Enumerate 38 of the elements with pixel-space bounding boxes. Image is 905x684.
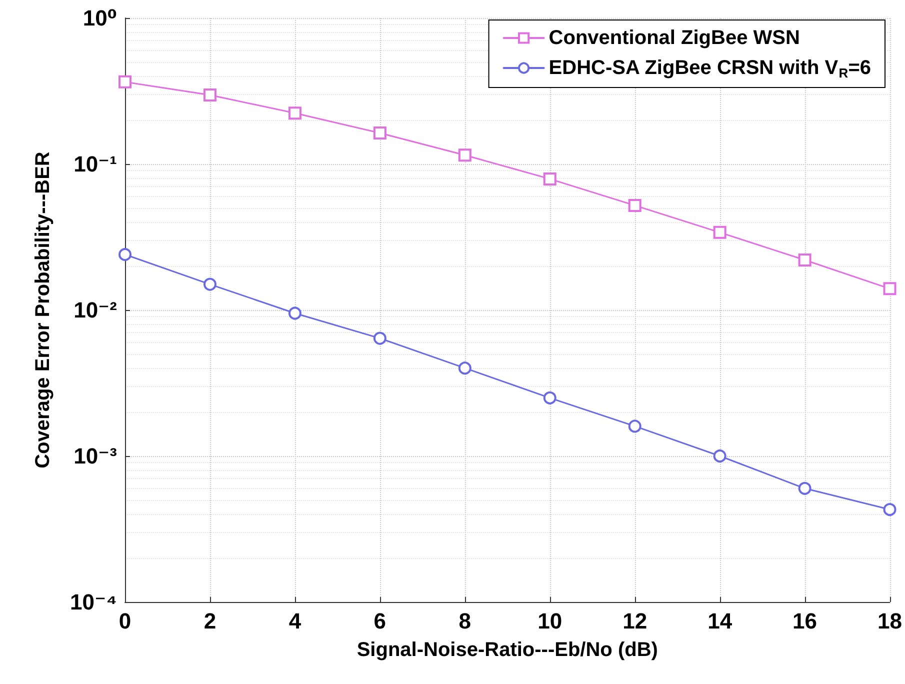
point: [628, 198, 642, 212]
point: [713, 450, 726, 462]
x-tick-label: 18: [878, 608, 902, 634]
point: [883, 503, 896, 516]
point: [118, 75, 132, 88]
point: [203, 88, 216, 102]
x-tick-label: 4: [288, 608, 302, 634]
x-tick-label: 2: [204, 608, 216, 634]
y-tick-label: 10⁰: [82, 6, 117, 30]
point: [543, 391, 556, 404]
point: [458, 362, 472, 375]
point: [628, 420, 642, 433]
point: [713, 226, 726, 239]
legend-label: Conventional ZigBee WSN: [548, 27, 800, 49]
x-tick-label: 0: [118, 608, 132, 634]
x-tick-label: 12: [622, 608, 648, 634]
x-tick-label: 14: [708, 608, 733, 634]
y-tick-label: 10⁻⁴: [70, 590, 117, 614]
point: [798, 482, 812, 495]
point: [288, 106, 302, 120]
y-axis-title: Coverage Error Probability---BER: [32, 151, 54, 468]
y-tick-label: 10⁻¹: [74, 152, 117, 176]
point: [288, 306, 302, 320]
point: [203, 278, 216, 291]
point: [458, 148, 472, 162]
point: [373, 332, 386, 345]
x-tick-label: 16: [792, 608, 818, 634]
point: [883, 282, 896, 296]
y-tick-label: 10⁻²: [74, 298, 117, 322]
point: [118, 248, 132, 261]
point: [798, 254, 812, 267]
point: [373, 126, 386, 140]
y-tick-label: 10⁻³: [74, 444, 117, 468]
x-tick-label: 8: [458, 608, 472, 634]
point: [543, 172, 556, 186]
x-axis-title: Signal-Noise-Ratio---Eb/No (dB): [356, 639, 658, 661]
x-tick-label: 10: [538, 608, 562, 634]
x-tick-label: 6: [374, 608, 386, 634]
